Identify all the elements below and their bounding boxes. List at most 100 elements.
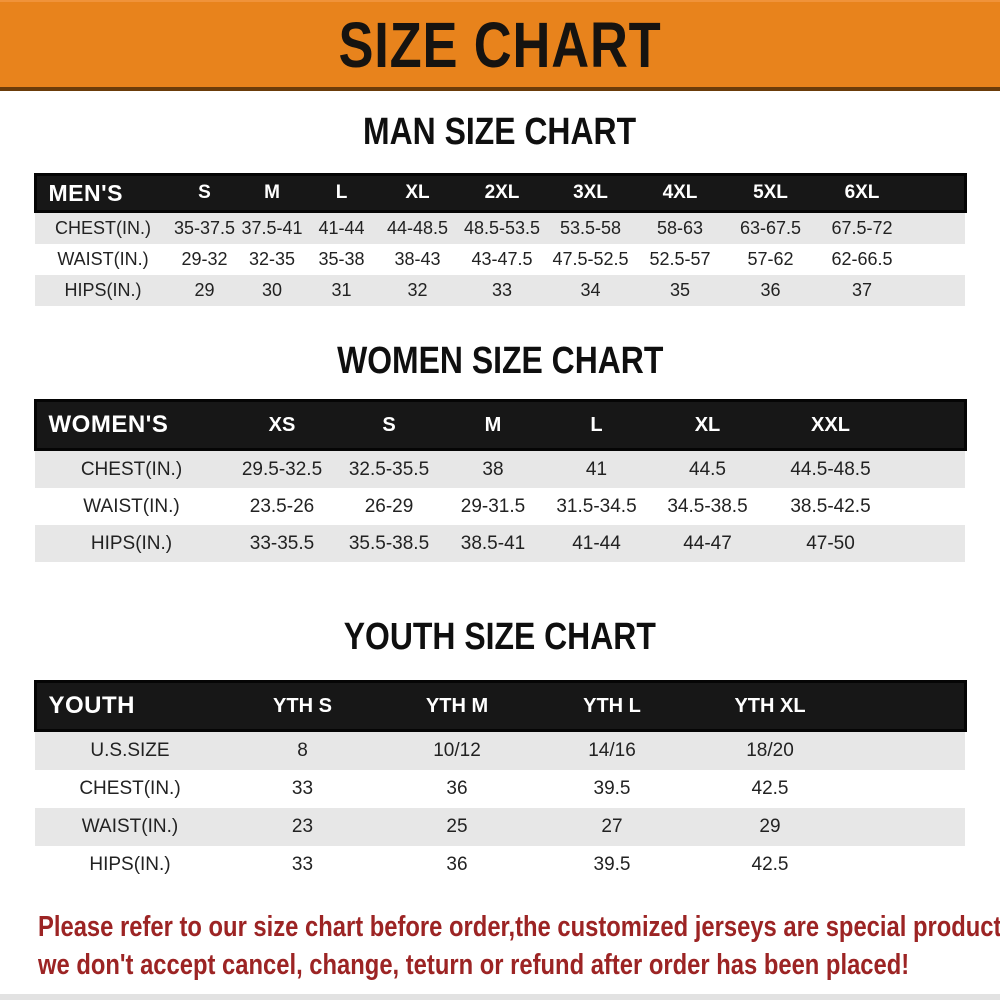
value-cell: 14/16	[534, 729, 690, 770]
value-cell: 27	[534, 808, 690, 846]
value-cell: 44-47	[649, 525, 766, 562]
value-cell: 35.5-38.5	[336, 525, 442, 562]
value-cell: 42.5	[751, 854, 789, 875]
table-row: HIPS(IN.) 29 30 31 32 33 34 35 36 37	[35, 275, 965, 306]
size-header-cell: L	[306, 173, 377, 213]
table-row: CHEST(IN.) 29.5-32.5 32.5-35.5 38 41 44.5 44.5…	[35, 448, 965, 488]
size-header-cell: 2XL	[458, 173, 546, 213]
row-label-cell: WAIST(IN.)	[83, 495, 180, 517]
value-cell: 33	[291, 854, 314, 875]
value-cell: 37.5-41	[238, 210, 306, 244]
disclaimer-line-2: we don't accept cancel, change, teturn o…	[38, 949, 910, 981]
value-cell: 35-37.5	[171, 210, 238, 244]
value-cell: 36	[725, 275, 816, 306]
size-chart-banner: SIZE CHART	[0, 0, 1000, 91]
banner-title: SIZE CHART	[338, 8, 662, 81]
value-cell: 44.5	[649, 448, 766, 488]
disclaimer-line-1: Please refer to our size chart before or…	[38, 911, 1000, 943]
row-filler-cell	[895, 488, 965, 525]
value-cell: 47-50	[766, 525, 895, 562]
value-cell: 36	[446, 854, 468, 875]
size-header-cell: 4XL	[635, 173, 725, 213]
value-cell: 29-32	[181, 249, 228, 269]
value-cell: 29-31.5	[460, 495, 526, 517]
table-row: WAIST(IN.) 29-32 32-35 35-38 38-43 43-47.5 47.…	[35, 244, 965, 275]
value-cell: 62-66.5	[831, 249, 893, 269]
value-cell: 34	[546, 275, 635, 306]
value-cell: 29.5-32.5	[228, 448, 336, 488]
table-header-row: YOUTH YTH S YTH M YTH L YTH XL	[33, 680, 967, 732]
row-filler-cell	[908, 275, 965, 306]
value-cell: 38.5-42.5	[790, 495, 871, 517]
value-cell: 41	[544, 448, 649, 488]
women-size-table: WOMEN'S XS S M L XL XXL CHEST(IN.) 29.5-32.5 32.5…	[33, 399, 967, 562]
table-title-cell: YOUTH	[33, 680, 225, 732]
row-label-cell: CHEST(IN.)	[35, 448, 228, 488]
table-row: U.S.SIZE 8 10/12 14/16 18/20	[35, 729, 965, 770]
size-header-cell: 3XL	[546, 173, 635, 213]
value-cell: 18/20	[690, 729, 850, 770]
value-cell: 25	[380, 808, 534, 846]
value-cell: 36	[446, 778, 468, 799]
table-row: CHEST(IN.) 33 36 39.5 42.5	[35, 770, 965, 808]
table-title-cell: MEN'S	[33, 173, 171, 213]
value-cell: 32	[377, 275, 458, 306]
value-cell: 38.5-41	[442, 525, 544, 562]
men-size-table: MEN'S S M L XL 2XL 3XL 4XL 5XL 6XL CHEST(IN.) 35-37…	[33, 173, 967, 306]
value-cell: 58-63	[635, 210, 725, 244]
man-heading-text: MAN SIZE CHART	[363, 111, 637, 153]
size-header-cell: YTH XL	[690, 680, 850, 732]
header-filler-cell	[895, 399, 967, 451]
header-filler-cell	[908, 173, 967, 213]
row-filler-cell	[895, 448, 965, 488]
table-header-row: MEN'S S M L XL 2XL 3XL 4XL 5XL 6XL	[33, 173, 967, 213]
man-size-chart-heading: MAN SIZE CHART	[0, 109, 1000, 155]
value-cell: 48.5-53.5	[458, 210, 546, 244]
size-header-cell: XL	[377, 173, 458, 213]
youth-size-table: YOUTH YTH S YTH M YTH L YTH XL U.S.SIZE 8 10/12…	[33, 680, 967, 884]
row-label-cell: WAIST(IN.)	[57, 249, 149, 269]
size-header-cell: YTH M	[380, 680, 534, 732]
row-label-cell: U.S.SIZE	[35, 729, 225, 770]
table-row: WAIST(IN.) 23 25 27 29	[35, 808, 965, 846]
value-cell: 35-38	[318, 249, 365, 269]
table-row: HIPS(IN.) 33 36 39.5 42.5	[35, 846, 965, 884]
bottom-edge-strip	[0, 994, 1000, 1000]
size-header-cell: XS	[228, 399, 336, 451]
value-cell: 37	[816, 275, 908, 306]
value-cell: 26-29	[364, 495, 414, 517]
row-filler-cell	[850, 808, 965, 846]
row-filler-cell	[908, 244, 965, 275]
value-cell: 31.5-34.5	[556, 495, 637, 517]
value-cell: 8	[225, 729, 380, 770]
value-cell: 29	[171, 275, 238, 306]
value-cell: 29	[690, 808, 850, 846]
value-cell: 35	[635, 275, 725, 306]
youth-size-chart-heading: YOUTH SIZE CHART	[0, 614, 1000, 660]
row-filler-cell	[850, 770, 965, 808]
value-cell: 52.5-57	[649, 249, 711, 269]
value-cell: 67.5-72	[816, 210, 908, 244]
size-header-cell: XL	[649, 399, 766, 451]
value-cell: 47.5-52.5	[552, 249, 629, 269]
row-filler-cell	[850, 846, 965, 884]
table-title-cell: WOMEN'S	[33, 399, 228, 451]
size-header-cell: M	[238, 173, 306, 213]
women-size-chart-heading: WOMEN SIZE CHART	[0, 338, 1000, 384]
value-cell: 10/12	[380, 729, 534, 770]
size-header-cell: S	[171, 173, 238, 213]
value-cell: 39.5	[593, 854, 631, 875]
size-header-cell: S	[336, 399, 442, 451]
size-header-cell: M	[442, 399, 544, 451]
value-cell: 39.5	[593, 778, 631, 799]
value-cell: 30	[238, 275, 306, 306]
value-cell: 33-35.5	[228, 525, 336, 562]
value-cell: 44-48.5	[377, 210, 458, 244]
row-label-cell: HIPS(IN.)	[35, 525, 228, 562]
table-header-row: WOMEN'S XS S M L XL XXL	[33, 399, 967, 451]
table-row: HIPS(IN.) 33-35.5 35.5-38.5 38.5-41 41-44 44-…	[35, 525, 965, 562]
value-cell: 32-35	[248, 249, 296, 269]
value-cell: 38-43	[394, 249, 441, 269]
value-cell: 33	[291, 778, 314, 799]
value-cell: 33	[458, 275, 546, 306]
